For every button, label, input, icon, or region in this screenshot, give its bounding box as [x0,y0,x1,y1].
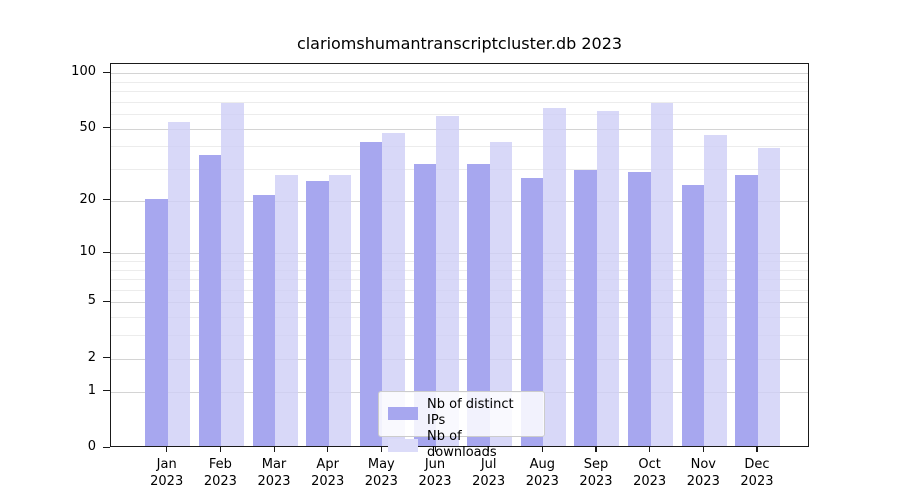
bar-downloads-jul [489,142,513,446]
bar-downloads-jun [436,116,459,446]
bar-downloads-jan [167,121,191,446]
bar-distinct-ips-may [359,142,383,446]
bar-downloads-feb [221,103,244,446]
y-tick-0 [103,446,110,448]
y-tick-label-20: 20 [79,191,96,207]
minor-gridline [111,269,808,271]
x-tick-jun [434,447,436,452]
x-tick-label-aug: Aug 2023 [525,457,559,489]
y-tick-50 [103,127,110,129]
plot-area [110,63,809,447]
bar-downloads-sep [596,110,620,446]
major-gridline [111,73,808,75]
x-tick-oct [649,447,651,452]
minor-gridline [111,317,808,319]
minor-gridline [111,81,808,83]
y-tick-label-5: 5 [87,293,96,309]
minor-gridline [111,146,808,148]
legend-label-downloads: Nb of downloads [427,429,497,460]
bar-distinct-ips-jul [467,164,490,446]
legend-swatch-ips [388,406,418,420]
x-tick-label-may: May 2023 [364,457,398,489]
y-tick-label-1: 1 [87,382,96,398]
bar-distinct-ips-apr [306,181,329,446]
x-tick-nov [702,447,704,452]
bar-distinct-ips-sep [574,169,597,446]
x-tick-label-jul: Jul 2023 [472,457,506,489]
minor-gridline [111,260,808,262]
x-tick-label-dec: Dec 2023 [740,457,774,489]
major-gridline [111,302,808,304]
chart-title: clariomshumantranscriptcluster.db 2023 [296,34,623,53]
y-tick-label-100: 100 [71,64,96,80]
x-tick-mar [273,447,275,452]
minor-gridline [111,289,808,291]
bar-distinct-ips-aug [520,178,544,446]
x-tick-label-nov: Nov 2023 [686,457,720,489]
y-tick-label-0: 0 [87,439,96,454]
bar-downloads-dec [757,148,781,446]
major-gridline [111,253,808,255]
x-tick-label-sep: Sep 2023 [579,457,613,489]
bar-downloads-nov [704,135,727,446]
bar-distinct-ips-mar [252,194,276,446]
y-tick-label-2: 2 [87,349,96,365]
major-gridline [111,200,808,202]
y-tick-20 [103,199,110,201]
legend-label-ips: Nb of distinct IPs [427,397,514,428]
bar-distinct-ips-jan [145,198,168,446]
y-tick-5 [103,300,110,303]
x-tick-may [380,447,383,452]
y-tick-label-50: 50 [79,119,96,135]
x-tick-label-mar: Mar 2023 [257,457,291,489]
bar-downloads-apr [328,175,352,446]
x-tick-label-jun: Jun 2023 [418,457,452,489]
y-tick-1 [103,390,110,392]
bar-distinct-ips-jun [413,164,436,446]
minor-gridline [111,91,808,93]
bar-downloads-oct [650,103,674,446]
y-tick-100 [103,71,110,73]
x-tick-label-feb: Feb 2023 [203,457,237,489]
bar-distinct-ips-feb [198,154,222,446]
x-tick-dec [756,447,758,452]
bar-downloads-aug [543,108,566,446]
bar-downloads-may [382,133,405,446]
major-gridline [111,358,808,360]
x-tick-aug [541,447,543,452]
x-tick-sep [595,447,597,452]
minor-gridline [111,114,808,116]
bar-distinct-ips-dec [735,175,758,446]
x-tick-label-oct: Oct 2023 [633,457,667,489]
legend-item-distinct-ips: Nb of distinct IPs [388,397,535,429]
minor-gridline [111,169,808,171]
x-tick-feb [219,447,222,452]
x-tick-label-apr: Apr 2023 [311,457,345,489]
bar-downloads-mar [275,175,298,446]
legend-item-downloads: Nb of downloads [388,429,535,461]
minor-gridline [111,335,808,337]
y-tick-10 [103,251,110,253]
minor-gridline [111,279,808,281]
bar-distinct-ips-oct [628,172,651,446]
legend-swatch-downloads [388,438,418,452]
x-tick-apr [327,447,329,452]
y-tick-2 [103,357,110,359]
minor-gridline [111,101,808,103]
bar-distinct-ips-nov [681,184,705,446]
major-gridline [111,128,808,130]
x-tick-label-jan: Jan 2023 [150,457,184,489]
legend: Nb of distinct IPs Nb of downloads [378,391,545,460]
x-tick-jul [488,447,490,452]
x-tick-jan [166,447,168,452]
y-tick-label-10: 10 [79,244,96,260]
